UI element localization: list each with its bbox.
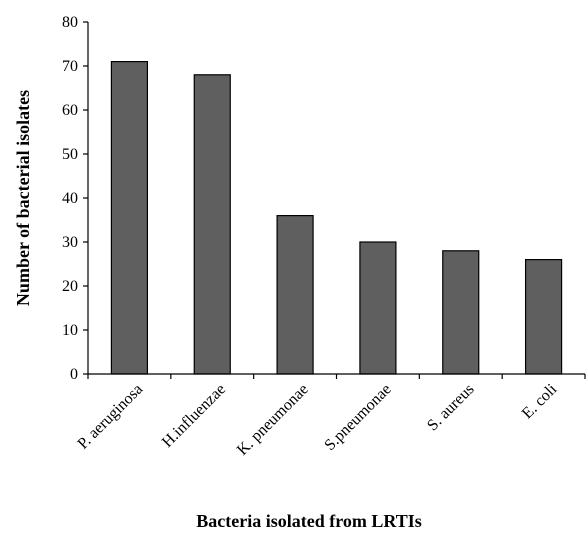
bars xyxy=(110,60,563,375)
x-tick-label: H.influenzae xyxy=(159,381,229,451)
y-tick-label: 30 xyxy=(62,234,78,251)
y-axis-ticks: 0 10 20 30 40 50 60 70 80 xyxy=(62,14,88,383)
x-axis-ticks: P. aeruginosa H.influenzae K. pneumonae S.p… xyxy=(75,374,586,459)
y-tick-label: 50 xyxy=(62,146,78,163)
y-tick-label: 40 xyxy=(62,190,78,207)
x-tick-label: P. aeruginosa xyxy=(75,381,147,453)
y-tick-label: 10 xyxy=(62,322,78,339)
x-tick-label: K. pneumonae xyxy=(234,381,312,459)
y-tick-label: 80 xyxy=(62,14,78,31)
x-tick-label: E. coli xyxy=(519,380,561,422)
y-tick-label: 0 xyxy=(70,366,78,383)
y-tick-label: 20 xyxy=(62,278,78,295)
y-axis-title: Number of bacterial isolates xyxy=(13,90,33,306)
y-tick-label: 60 xyxy=(62,102,78,119)
y-tick-label: 70 xyxy=(62,58,78,75)
x-tick-label: S. aureus xyxy=(424,381,477,434)
bar-e-coli xyxy=(524,259,563,375)
x-tick-label: S.pneumonae xyxy=(321,381,394,454)
bar-s-aureus xyxy=(442,250,480,375)
bar-s-pneumonae xyxy=(359,241,397,375)
bar-p-aeruginosa xyxy=(110,60,149,375)
bar-k-pneumonae xyxy=(276,215,314,375)
x-axis-title: Bacteria isolated from LRTIs xyxy=(196,511,422,531)
bar-h-influenzae xyxy=(193,74,231,375)
